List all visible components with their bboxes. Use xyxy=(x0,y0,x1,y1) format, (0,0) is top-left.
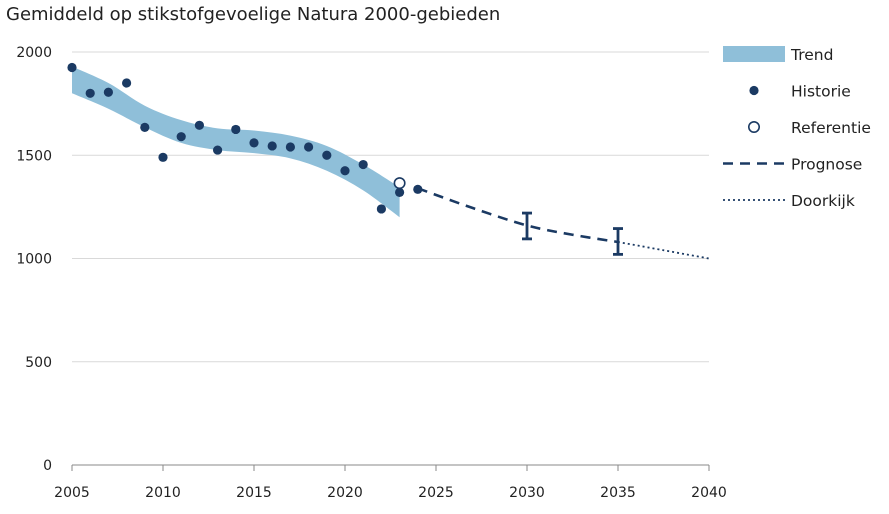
legend-swatch-reference xyxy=(747,121,760,134)
history-point xyxy=(285,142,295,152)
points-layer xyxy=(67,62,423,214)
axes: 0 500 1000 1500 2000 2005 2010 2015 2020 2025 2030… xyxy=(16,45,726,501)
trend-band xyxy=(72,66,400,218)
history-point xyxy=(413,184,423,194)
legend-item-history: Historie xyxy=(749,83,851,101)
history-point xyxy=(213,145,223,155)
history-point xyxy=(85,88,95,98)
x-tick-label-2035: 2035 xyxy=(600,485,636,501)
history-point xyxy=(395,187,405,198)
history-point xyxy=(103,87,113,97)
trend-band-layer xyxy=(72,66,400,218)
y-tick-label-1500: 1500 xyxy=(16,148,52,164)
legend: Trend Historie Referentie Prognose Doorkijk xyxy=(723,46,871,210)
history-point xyxy=(340,166,350,176)
x-tick-label-2010: 2010 xyxy=(145,485,181,501)
history-point xyxy=(140,122,150,132)
legend-label-prognosis: Prognose xyxy=(791,156,862,174)
legend-item-reference: Referentie xyxy=(747,119,871,137)
history-point xyxy=(122,78,132,88)
y-tick-label-2000: 2000 xyxy=(16,45,52,61)
x-tick-label-2040: 2040 xyxy=(691,485,727,501)
history-point xyxy=(194,120,204,130)
legend-swatch-trend xyxy=(723,46,785,62)
history-point xyxy=(67,62,77,73)
prognosis-layer xyxy=(417,187,710,260)
history-point xyxy=(231,124,241,135)
history-point xyxy=(158,152,168,162)
legend-label-outlook: Doorkijk xyxy=(791,192,855,210)
x-tick-label-2020: 2020 xyxy=(327,485,363,501)
x-tick-label-2005: 2005 xyxy=(54,485,90,501)
legend-item-outlook: Doorkijk xyxy=(723,192,855,210)
history-point xyxy=(176,132,186,142)
history-point xyxy=(322,150,332,160)
y-tick-label-500: 500 xyxy=(25,355,52,371)
reference-point xyxy=(393,177,406,190)
chart-title: Gemiddeld op stikstofgevoelige Natura 20… xyxy=(6,4,501,25)
x-tick-label-2030: 2030 xyxy=(509,485,545,501)
x-tick-label-2025: 2025 xyxy=(418,485,454,501)
legend-label-reference: Referentie xyxy=(791,119,871,137)
history-point xyxy=(249,138,259,148)
prognosis-line xyxy=(417,187,619,244)
legend-swatch-history xyxy=(749,85,759,96)
outlook-line xyxy=(617,241,710,260)
legend-label-history: Historie xyxy=(791,83,851,101)
history-point xyxy=(376,204,386,214)
legend-label-trend: Trend xyxy=(790,46,833,64)
y-tick-label-0: 0 xyxy=(43,458,52,474)
x-tick-label-2015: 2015 xyxy=(236,485,272,501)
legend-item-trend: Trend xyxy=(723,46,833,64)
history-point xyxy=(304,142,314,152)
legend-item-prognosis: Prognose xyxy=(723,156,862,174)
history-point xyxy=(358,159,368,170)
y-tick-label-1000: 1000 xyxy=(16,252,52,268)
gridlines xyxy=(72,51,709,363)
history-point xyxy=(267,141,277,151)
